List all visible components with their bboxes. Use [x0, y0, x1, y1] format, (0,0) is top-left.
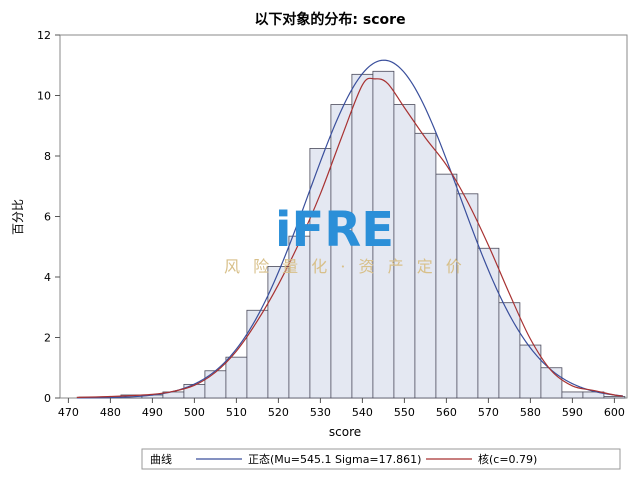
y-tick-label: 10	[37, 90, 51, 103]
watermark-logo-text: iFRE	[275, 202, 394, 258]
histogram-bar	[519, 344, 542, 399]
histogram-bar	[267, 266, 290, 399]
y-tick-label: 12	[37, 29, 51, 42]
y-tick-label: 0	[44, 392, 51, 405]
histogram-bar	[204, 370, 227, 399]
y-tick-label: 6	[44, 211, 51, 224]
histogram-bar	[435, 173, 458, 399]
legend-label: 核(c=0.79)	[478, 452, 537, 466]
watermark: iFRE 风 险 量 化 · 资 产 定 价	[224, 202, 466, 276]
chart-title: 以下对象的分布: score	[254, 11, 405, 28]
watermark-logo: iFRE	[275, 202, 394, 258]
x-tick-label: 600	[604, 406, 625, 419]
plot-area	[59, 34, 628, 399]
kernel-curve	[76, 77, 623, 398]
legend-title: 曲线	[150, 452, 172, 466]
histogram-bar	[246, 309, 269, 399]
x-tick-label: 480	[100, 406, 121, 419]
histogram-bar	[225, 356, 248, 399]
legend: 曲线 正态(Mu=545.1 Sigma=17.861) 核(c=0.79)	[141, 448, 621, 470]
y-tick-label: 4	[44, 271, 51, 284]
y-tick-label: 2	[44, 332, 51, 345]
x-tick-label: 590	[562, 406, 583, 419]
histogram-bar	[393, 104, 416, 399]
x-tick-label: 560	[436, 406, 457, 419]
x-axis-label: score	[329, 425, 361, 439]
x-tick-label: 510	[226, 406, 247, 419]
histogram-bar	[498, 302, 521, 399]
x-tick-label: 550	[394, 406, 415, 419]
x-tick-label: 500	[184, 406, 205, 419]
x-tick-label: 470	[58, 406, 79, 419]
histogram-bar	[540, 367, 563, 399]
histogram-bars	[78, 70, 626, 399]
histogram-bar	[582, 391, 605, 399]
legend-box	[141, 448, 621, 470]
x-tick-label: 520	[268, 406, 289, 419]
legend-items: 正态(Mu=545.1 Sigma=17.861) 核(c=0.79)	[196, 452, 537, 466]
x-axis: 470 480 490 500 510 520 530 540 550 560 570 580 590 6…	[58, 398, 625, 419]
density-curves	[76, 59, 623, 399]
histogram-bar	[456, 193, 479, 399]
x-tick-label: 570	[478, 406, 499, 419]
x-tick-label: 580	[520, 406, 541, 419]
x-tick-label: 530	[310, 406, 331, 419]
y-axis-label: 百分比	[11, 199, 25, 235]
histogram-bar	[183, 383, 206, 399]
x-tick-label: 490	[142, 406, 163, 419]
watermark-tagline: 风 险 量 化 · 资 产 定 价	[224, 257, 466, 276]
histogram-bar	[561, 391, 584, 399]
histogram-bar	[603, 396, 626, 399]
y-tick-label: 8	[44, 150, 51, 163]
legend-label: 正态(Mu=545.1 Sigma=17.861)	[248, 453, 421, 466]
x-tick-label: 540	[352, 406, 373, 419]
y-axis: 0 2 4 6 8 10 12	[37, 29, 60, 405]
